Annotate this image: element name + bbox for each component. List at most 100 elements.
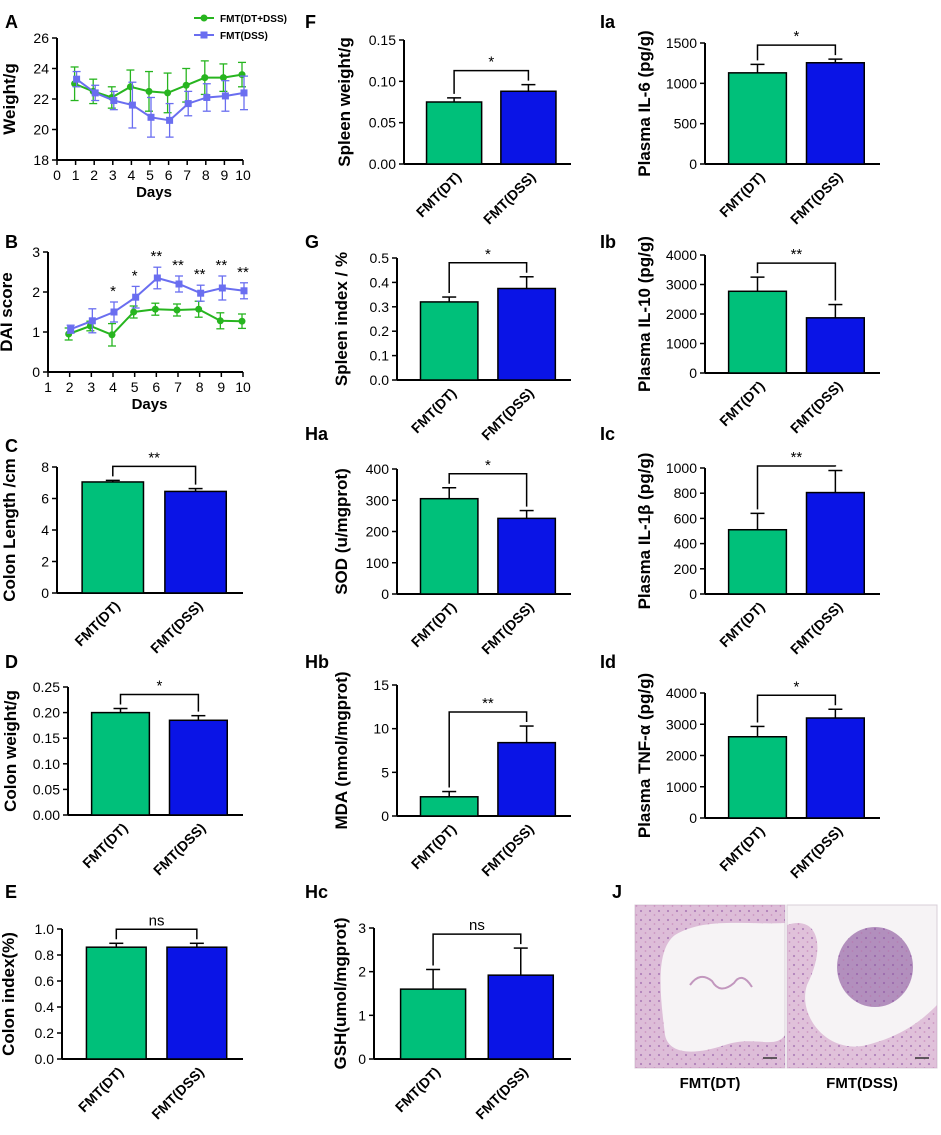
y-axis-label: SOD (u/mgprot): [332, 468, 351, 595]
data-point: [166, 116, 174, 124]
panel-label: Ha: [305, 424, 329, 444]
histology-caption: FMT(DSS): [826, 1075, 898, 1092]
y-tick-label: 1.0: [35, 921, 55, 937]
bar-dt: [419, 796, 479, 817]
panel-label: Hb: [305, 652, 329, 672]
bar-dt: [425, 101, 483, 165]
bar-dss: [166, 946, 228, 1060]
y-tick-label: 0.10: [369, 73, 396, 89]
category-label: FMT(DT): [413, 169, 464, 220]
x-axis-label: Days: [132, 396, 168, 413]
y-tick-label: 0.4: [370, 274, 390, 290]
category-label: FMT(DT): [408, 599, 459, 650]
x-tick-label: 2: [66, 379, 74, 395]
y-tick-label: 0: [689, 586, 697, 602]
y-tick-label: 0.5: [370, 250, 390, 266]
significance-label: **: [148, 449, 160, 466]
panel-label: Ib: [600, 232, 616, 252]
significance-bracket: [756, 44, 837, 61]
category-label: FMT(DT): [716, 169, 767, 220]
y-tick-label: 400: [674, 536, 698, 552]
significance-bracket: [756, 262, 837, 301]
category-label: FMT(DSS): [150, 820, 209, 879]
y-tick-label: 3: [358, 920, 366, 936]
y-axis-label: DAI score: [0, 272, 16, 351]
y-tick-label: 0.20: [33, 705, 60, 721]
bar-dt: [419, 497, 479, 595]
panel-g: G 0.0 0.1 0.2 0.3 0.4 0.5 Spleen index / % FMT(D…: [305, 232, 571, 443]
bar-dss: [497, 741, 557, 817]
data-point: [108, 331, 116, 339]
y-tick-label: 0: [358, 1051, 366, 1067]
y-tick-label: 6: [41, 491, 49, 507]
category-label: FMT(DT): [71, 598, 122, 649]
x-tick-label: 4: [109, 379, 117, 395]
y-tick-label: 0: [381, 586, 389, 602]
follicle-texture: [837, 927, 913, 1007]
significance-bracket: [115, 928, 198, 940]
significance-label: *: [794, 28, 800, 45]
tissue-texture: [635, 905, 785, 1068]
y-tick-label: 1500: [666, 35, 697, 51]
series-line: [76, 78, 245, 122]
y-tick-label: 100: [366, 555, 390, 571]
bar-dt: [419, 301, 479, 381]
x-tick-label: 10: [235, 167, 251, 183]
y-axis-label: Colon weight/g: [1, 690, 20, 812]
significance-bracket: [453, 69, 530, 94]
y-tick-label: 4: [41, 522, 49, 538]
y-tick-label: 500: [674, 116, 698, 132]
y-tick-label: 1: [32, 324, 40, 340]
x-tick-label: 6: [152, 379, 160, 395]
y-tick-label: 20: [33, 122, 49, 138]
data-point: [240, 89, 248, 97]
y-tick-label: 0: [32, 364, 40, 380]
y-tick-label: 0.00: [369, 156, 396, 172]
tissue-fold: [689, 975, 753, 990]
significance-label: *: [110, 283, 116, 300]
y-axis-label: Colon index(%): [0, 932, 18, 1056]
data-point: [240, 287, 248, 295]
y-tick-label: 0.0: [370, 372, 390, 388]
data-point: [221, 92, 229, 100]
data-point: [110, 97, 118, 105]
significance-label: **: [150, 248, 162, 265]
significance-label: *: [132, 267, 138, 284]
data-point: [147, 113, 155, 121]
panel-label: Id: [600, 652, 616, 672]
significance-label: ns: [469, 917, 485, 934]
bar-dss: [164, 490, 228, 594]
data-point: [238, 317, 246, 325]
bar-dt: [727, 290, 788, 374]
significance-label: **: [215, 257, 227, 274]
y-tick-label: 0.10: [33, 756, 60, 772]
y-tick-label: 0.05: [369, 115, 396, 131]
data-point: [91, 89, 99, 97]
y-tick-label: 2000: [666, 748, 697, 764]
significance-bracket: [756, 694, 837, 723]
y-axis-label: Weight/g: [0, 63, 19, 134]
bar-dss: [500, 90, 557, 165]
x-tick-label: 6: [165, 167, 173, 183]
significance-label: **: [237, 264, 249, 281]
x-axis-label: Days: [136, 184, 172, 201]
y-tick-label: 0.6: [35, 973, 55, 989]
y-axis-label: GSH(umol/mgprot): [331, 917, 350, 1069]
category-label: FMT(DSS): [478, 821, 537, 880]
panel-label: D: [5, 652, 18, 672]
category-label: FMT(DSS): [147, 598, 206, 657]
panel-f: F 0.00 0.05 0.10 0.15 Spleen weight/g FMT(DT) F…: [305, 12, 571, 227]
x-tick-label: 5: [146, 167, 154, 183]
data-point: [88, 317, 96, 325]
data-point: [130, 308, 138, 316]
y-tick-label: 2: [358, 964, 366, 980]
y-tick-label: 3000: [666, 277, 697, 293]
y-tick-label: 15: [373, 677, 389, 693]
y-axis-label: Plasma IL-1β (pg/g): [635, 453, 654, 610]
bar-dss: [497, 287, 557, 381]
y-tick-label: 0: [689, 365, 697, 381]
y-tick-label: 2000: [666, 306, 697, 322]
y-tick-label: 0: [41, 585, 49, 601]
significance-label: **: [194, 266, 206, 283]
